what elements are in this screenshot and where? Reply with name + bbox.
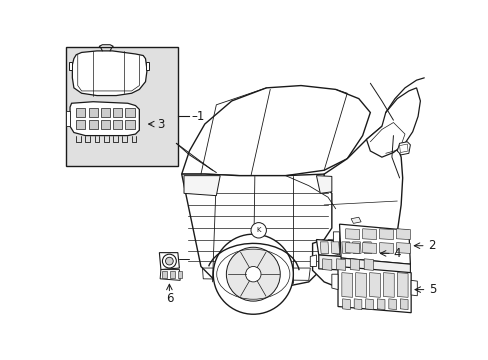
Polygon shape (362, 229, 376, 239)
Polygon shape (182, 174, 335, 288)
Text: 5: 5 (428, 283, 435, 296)
Polygon shape (350, 217, 360, 223)
Polygon shape (182, 86, 369, 176)
Polygon shape (379, 229, 393, 239)
Polygon shape (396, 229, 409, 239)
Circle shape (162, 254, 176, 268)
Polygon shape (76, 120, 85, 130)
Polygon shape (342, 299, 349, 310)
Polygon shape (341, 258, 409, 274)
Polygon shape (88, 120, 98, 130)
Polygon shape (369, 273, 380, 297)
Polygon shape (125, 120, 135, 130)
Polygon shape (355, 273, 366, 297)
Polygon shape (376, 259, 382, 270)
Polygon shape (396, 243, 409, 253)
Polygon shape (322, 259, 331, 270)
Polygon shape (396, 142, 409, 155)
Polygon shape (178, 271, 182, 278)
Polygon shape (72, 51, 147, 95)
Circle shape (357, 261, 390, 295)
Polygon shape (400, 299, 407, 310)
Polygon shape (362, 243, 376, 253)
Polygon shape (363, 242, 371, 253)
Polygon shape (349, 259, 359, 270)
Polygon shape (101, 108, 110, 117)
Polygon shape (312, 126, 402, 289)
Polygon shape (310, 255, 316, 266)
Polygon shape (70, 102, 139, 136)
Polygon shape (379, 243, 393, 253)
Polygon shape (353, 299, 361, 310)
Polygon shape (339, 224, 409, 264)
Circle shape (213, 234, 293, 314)
Polygon shape (170, 271, 174, 278)
Polygon shape (336, 259, 345, 270)
Polygon shape (337, 266, 410, 313)
Polygon shape (66, 111, 70, 126)
Polygon shape (183, 176, 220, 195)
Polygon shape (388, 299, 396, 310)
Circle shape (250, 222, 266, 238)
Polygon shape (113, 108, 122, 117)
Polygon shape (316, 239, 376, 259)
Polygon shape (159, 253, 179, 270)
Polygon shape (113, 120, 122, 130)
Polygon shape (345, 243, 359, 253)
Polygon shape (145, 62, 149, 70)
Polygon shape (318, 255, 376, 272)
Circle shape (344, 249, 403, 307)
Polygon shape (364, 259, 373, 270)
Text: 2: 2 (427, 239, 435, 252)
Polygon shape (88, 108, 98, 117)
Polygon shape (162, 271, 167, 278)
Polygon shape (160, 270, 180, 280)
Polygon shape (320, 242, 328, 253)
Circle shape (165, 257, 173, 265)
Polygon shape (352, 242, 360, 253)
Polygon shape (330, 242, 339, 253)
Polygon shape (377, 299, 384, 310)
Polygon shape (383, 273, 393, 297)
Polygon shape (410, 280, 416, 296)
Circle shape (245, 266, 261, 282)
Bar (66, 47, 178, 166)
Polygon shape (341, 273, 352, 297)
Polygon shape (76, 108, 85, 117)
Polygon shape (68, 62, 72, 70)
Polygon shape (316, 176, 331, 193)
Polygon shape (333, 232, 339, 255)
Polygon shape (341, 242, 349, 253)
Polygon shape (125, 108, 135, 117)
Polygon shape (331, 274, 337, 289)
Text: 6: 6 (165, 292, 173, 305)
Polygon shape (396, 273, 407, 297)
Text: –1: –1 (190, 110, 204, 123)
Polygon shape (101, 120, 110, 130)
Text: 3: 3 (157, 118, 164, 131)
Text: K: K (256, 227, 261, 233)
Polygon shape (345, 229, 359, 239)
Text: 4: 4 (393, 247, 400, 260)
Circle shape (226, 247, 280, 301)
Polygon shape (365, 299, 373, 310)
Polygon shape (366, 88, 420, 157)
